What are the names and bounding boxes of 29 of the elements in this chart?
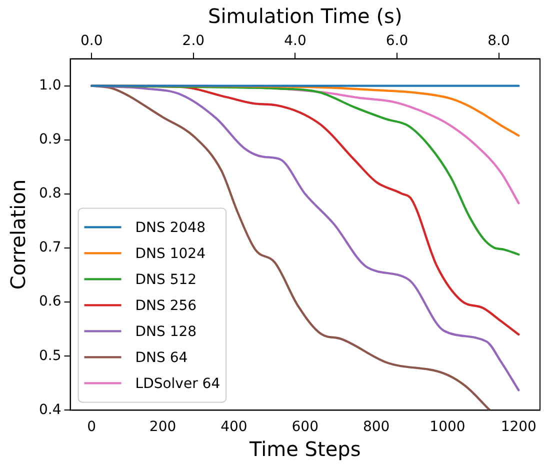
legend-label: DNS 1024	[135, 246, 206, 262]
legend-label: DNS 64	[135, 350, 188, 366]
legend-label: DNS 512	[135, 272, 197, 288]
y-axis-title: Correlation	[6, 179, 30, 290]
y-tick-label: 1.0	[39, 77, 62, 94]
x-axis-title: Time Steps	[248, 437, 361, 462]
legend-label: LDSolver 64	[135, 376, 220, 392]
x-tick-label: 1000	[430, 419, 466, 436]
x2-tick-label: 6.0	[386, 33, 408, 50]
y-tick-label: 0.7	[39, 240, 62, 256]
y-tick-label: 0.4	[39, 402, 62, 418]
x2-tick-label: 8.0	[488, 33, 510, 50]
y-tick-label: 0.6	[39, 294, 62, 310]
legend-label: DNS 128	[135, 324, 197, 340]
x2-tick-label: 2.0	[182, 33, 205, 50]
x-tick-label: 0	[87, 419, 96, 436]
x2-axis-title: Simulation Time (s)	[208, 4, 402, 28]
y-tick-label: 0.8	[39, 186, 62, 202]
legend-label: DNS 2048	[135, 220, 206, 236]
x-tick-label: 600	[292, 419, 318, 436]
x-tick-label: 400	[220, 419, 248, 436]
x-tick-label: 1200	[500, 419, 536, 436]
y-tick-label: 0.5	[39, 348, 62, 364]
x2-tick-label: 0.0	[80, 33, 103, 50]
x2-tick-label: 4.0	[284, 33, 306, 50]
x-tick-label: 800	[362, 419, 390, 436]
y-tick-label: 0.9	[39, 132, 62, 148]
legend-label: DNS 256	[135, 298, 197, 314]
x-tick-label: 200	[149, 419, 176, 436]
